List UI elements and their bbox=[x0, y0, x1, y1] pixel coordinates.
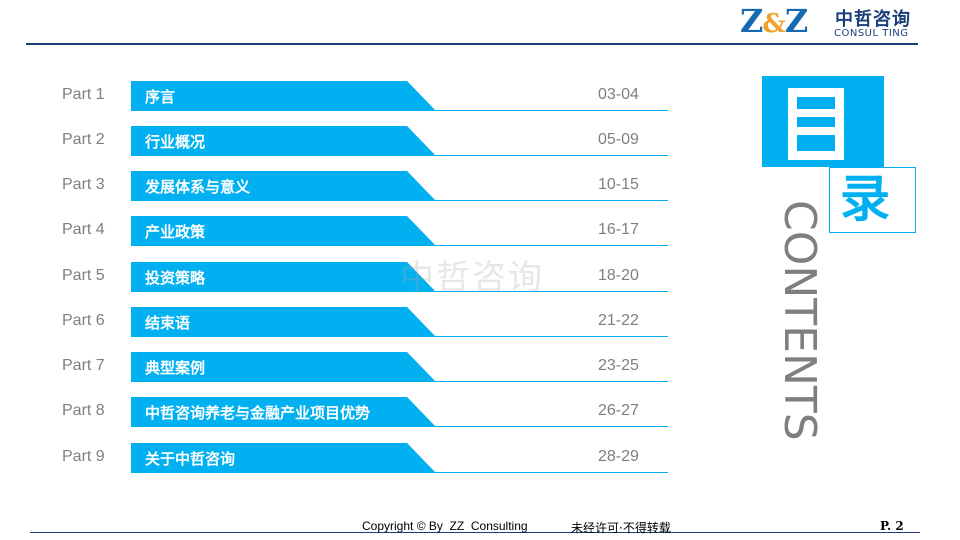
toc-title-banner: 序言 bbox=[131, 81, 436, 111]
toc-title: 中哲咨询养老与金融产业项目优势 bbox=[145, 404, 371, 422]
toc-underline bbox=[131, 110, 668, 111]
page-number: P. 2 bbox=[880, 519, 904, 533]
toc-row[interactable]: Part 3 发展体系与意义 10-15 bbox=[0, 171, 700, 203]
heading-mu-glyph bbox=[788, 88, 844, 160]
contents-heading: CONTENTS bbox=[774, 200, 825, 462]
brand-name-cn: 中哲咨询 bbox=[835, 9, 911, 30]
toc-title: 关于中哲咨询 bbox=[145, 450, 236, 468]
brand-logo: Z&Z 中哲咨询 CONSUL TING bbox=[740, 2, 920, 42]
toc-part-label: Part 8 bbox=[62, 402, 105, 419]
toc-title-banner: 投资策略 bbox=[131, 262, 436, 292]
toc-title: 典型案例 bbox=[145, 359, 206, 377]
footer-divider bbox=[30, 532, 920, 533]
toc-title: 行业概况 bbox=[145, 133, 206, 151]
toc-title-banner: 结束语 bbox=[131, 307, 436, 337]
toc-row[interactable]: Part 9 关于中哲咨询 28-29 bbox=[0, 443, 700, 475]
toc-title: 序言 bbox=[145, 88, 176, 106]
toc-title-banner: 发展体系与意义 bbox=[131, 171, 436, 201]
toc-row[interactable]: Part 7 典型案例 23-25 bbox=[0, 352, 700, 384]
toc-row[interactable]: Part 4 产业政策 16-17 bbox=[0, 216, 700, 248]
logo-letters: Z&Z bbox=[740, 2, 808, 40]
watermark: 中哲咨询 bbox=[400, 258, 544, 298]
toc-title: 产业政策 bbox=[145, 223, 206, 241]
toc-page-range: 10-15 bbox=[598, 176, 639, 193]
toc-underline bbox=[131, 200, 668, 201]
footer-copyright: Copyright © By ZZ Consulting bbox=[362, 519, 528, 533]
heading-mu-block bbox=[762, 76, 884, 167]
toc-underline bbox=[131, 245, 668, 246]
toc-part-label: Part 5 bbox=[62, 267, 105, 284]
contents-text: CONTENTS bbox=[774, 200, 825, 441]
heading-lu-block: 录 bbox=[829, 167, 916, 233]
toc-page-range: 21-22 bbox=[598, 312, 639, 329]
toc-part-label: Part 7 bbox=[62, 357, 105, 374]
toc-underline bbox=[131, 291, 668, 292]
toc-page-range: 03-04 bbox=[598, 86, 639, 103]
toc-page-range: 05-09 bbox=[598, 131, 639, 148]
toc-row[interactable]: Part 1 序言 03-04 bbox=[0, 81, 700, 113]
toc-row[interactable]: Part 6 结束语 21-22 bbox=[0, 307, 700, 339]
toc-title-banner: 行业概况 bbox=[131, 126, 436, 156]
toc-title: 发展体系与意义 bbox=[145, 178, 251, 196]
toc-page-range: 26-27 bbox=[598, 402, 639, 419]
toc-title: 结束语 bbox=[145, 314, 191, 332]
toc-underline bbox=[131, 336, 668, 337]
toc-row[interactable]: Part 2 行业概况 05-09 bbox=[0, 126, 700, 158]
toc-part-label: Part 1 bbox=[62, 86, 105, 103]
brand-name-en: CONSUL TING bbox=[834, 28, 909, 39]
toc-page-range: 18-20 bbox=[598, 267, 639, 284]
toc-part-label: Part 3 bbox=[62, 176, 105, 193]
toc-title-banner: 关于中哲咨询 bbox=[131, 443, 436, 473]
toc-page-range: 16-17 bbox=[598, 221, 639, 238]
toc-row[interactable]: Part 5 投资策略 18-20 bbox=[0, 262, 700, 294]
toc-title-banner: 中哲咨询养老与金融产业项目优势 bbox=[131, 397, 436, 427]
footer-notice: 未经许可·不得转载 bbox=[571, 521, 671, 535]
header-divider bbox=[26, 43, 918, 45]
toc-title: 投资策略 bbox=[145, 269, 206, 287]
toc-part-label: Part 9 bbox=[62, 448, 105, 465]
toc-underline bbox=[131, 381, 668, 382]
toc-part-label: Part 4 bbox=[62, 221, 105, 238]
heading-lu: 录 bbox=[840, 170, 890, 228]
toc-underline bbox=[131, 472, 668, 473]
toc-underline bbox=[131, 426, 668, 427]
toc-part-label: Part 6 bbox=[62, 312, 105, 329]
toc-row[interactable]: Part 8 中哲咨询养老与金融产业项目优势 26-27 bbox=[0, 397, 700, 429]
toc-page-range: 28-29 bbox=[598, 448, 639, 465]
toc-part-label: Part 2 bbox=[62, 131, 105, 148]
toc-title-banner: 典型案例 bbox=[131, 352, 436, 382]
toc-page-range: 23-25 bbox=[598, 357, 639, 374]
toc-underline bbox=[131, 155, 668, 156]
toc-title-banner: 产业政策 bbox=[131, 216, 436, 246]
